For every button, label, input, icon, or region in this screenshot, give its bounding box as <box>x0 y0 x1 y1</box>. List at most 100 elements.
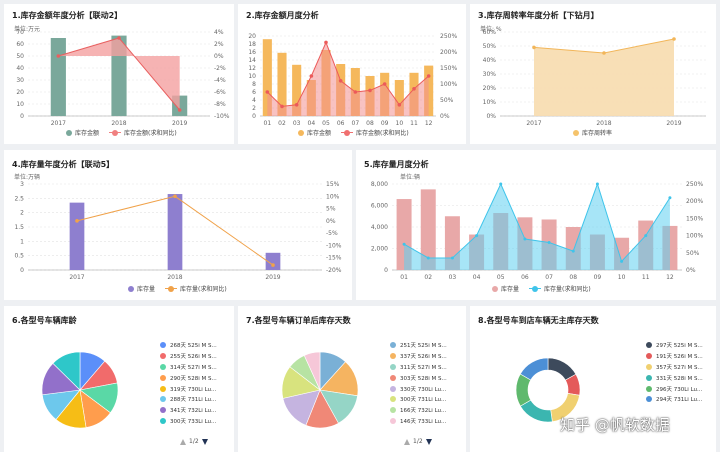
chart-title: 6.各型号车辆库龄 <box>12 316 77 325</box>
pie-legend-item[interactable]: 330天 730Li Lu... <box>390 383 447 394</box>
pie-legend-item[interactable]: 191天 526i M S... <box>646 351 703 362</box>
pie-legend-item[interactable]: 303天 528i M S... <box>390 372 447 383</box>
pie-legend-item[interactable]: 311天 527i M S... <box>390 362 447 373</box>
pie-legend-item[interactable]: 251天 525i M S... <box>390 340 447 351</box>
y-tick-label: 20 <box>248 33 256 40</box>
page-down-icon[interactable] <box>201 438 208 445</box>
data-point <box>117 36 121 40</box>
chart-1[interactable]: 0 10 20 30 40 50 60 70 -10% -8% -6% -4% -2% 0% 2% 4% 201… <box>4 4 234 144</box>
y2-tick-label: 0% <box>326 218 336 225</box>
data-point <box>620 259 624 263</box>
legend-item-amount[interactable]: 库存金额 <box>66 128 99 137</box>
pie-legend-item[interactable]: 300天 731Li Lu... <box>390 394 447 405</box>
y-tick-label: 70 <box>16 29 24 36</box>
legend-dot-icon <box>390 353 396 360</box>
pie-legend-item[interactable]: 255天 526i M S... <box>160 351 217 362</box>
x-tick-label: 2019 <box>666 120 681 127</box>
y2-tick-label: 200% <box>440 49 457 56</box>
y2-tick-label: 150% <box>686 215 703 222</box>
pie-legend-label: 251天 525i M S... <box>400 343 447 350</box>
legend-dot-icon <box>160 374 166 381</box>
chart-5[interactable]: 0 2,000 4,000 6,000 8,000 0% 50% 100% 150% 200% 25… <box>356 150 716 300</box>
pie-legend-item[interactable]: 331天 528i M S... <box>646 372 703 383</box>
x-tick-label: 10 <box>618 274 626 281</box>
legend-dot-icon <box>646 353 652 360</box>
legend-item-yoy[interactable]: 库存量(求和同比) <box>529 284 591 293</box>
pie-legend-item[interactable]: 296天 730Li Lu... <box>646 383 703 394</box>
page-indicator: 1/2 <box>189 438 199 445</box>
y2-tick-label: -2% <box>214 65 226 72</box>
legend-dot-icon <box>390 417 396 424</box>
area-fill <box>534 39 674 116</box>
y2-tick-label: 50% <box>440 97 454 104</box>
legend-item-yoy[interactable]: 库存金额(求和同比) <box>341 128 409 137</box>
pie-legend-label: 290天 528i M S... <box>170 375 217 382</box>
legend-label: 库存量(求和同比) <box>544 286 591 293</box>
pie-legend-item[interactable]: 290天 528i M S... <box>160 372 217 383</box>
pie-legend-label: 297天 525i M S... <box>656 343 703 350</box>
pie-legend-item[interactable]: 166天 732Li Lu... <box>390 405 447 416</box>
y2-tick-label: -15% <box>326 255 342 262</box>
y-tick-label: 10 <box>16 101 24 108</box>
pie-legend-item[interactable]: 268天 525i M S... <box>160 340 217 351</box>
x-tick-label: 02 <box>278 120 286 127</box>
x-tick-label: 09 <box>381 120 389 127</box>
pie-legend-item[interactable]: 288天 731Li Lu... <box>160 394 217 405</box>
page-down-icon[interactable] <box>425 438 432 445</box>
panel-unowned-stock-days: 8.各型号车到店车辆无主库存天数 297天 525i M S... 191天 52… <box>470 306 716 452</box>
y2-tick-label: -8% <box>214 101 226 108</box>
pie-slice <box>52 351 81 391</box>
x-tick-label: 11 <box>410 120 418 127</box>
legend-label: 库存量(求和同比) <box>180 286 227 293</box>
pie-legend-item[interactable]: 314天 527i M S... <box>160 362 217 373</box>
pie-legend-label: 300天 731Li Lu... <box>400 397 447 404</box>
pie-legend-item[interactable]: 319天 730Li Lu... <box>160 383 217 394</box>
pie-legend-item[interactable]: 337天 526i M S... <box>390 351 447 362</box>
data-point <box>338 79 343 83</box>
y-tick-label: 12 <box>248 65 256 72</box>
legend-dot-icon <box>298 129 304 136</box>
pie-legend-label: 296天 730Li Lu... <box>656 386 703 393</box>
page-up-icon[interactable] <box>180 438 186 445</box>
x-tick-label: 2018 <box>111 120 126 127</box>
data-point <box>450 256 454 260</box>
pie-legend-item[interactable]: 300天 733Li Lu... <box>160 416 217 427</box>
legend-item-yoy[interactable]: 库存量(求和同比) <box>165 284 227 293</box>
pie-chart-6[interactable] <box>4 306 154 452</box>
y-tick-label: 60% <box>483 29 497 36</box>
legend-dot-icon <box>160 396 166 403</box>
data-point <box>426 256 430 260</box>
y2-tick-label: 0% <box>214 53 224 60</box>
area-fill <box>404 184 670 270</box>
legend-dot-icon <box>390 396 396 403</box>
chart-3[interactable]: 0% 10% 20% 30% 40% 50% 60% 2017 2018 2019 <box>470 4 716 144</box>
x-tick-label: 05 <box>497 274 505 281</box>
legend-item-qty[interactable]: 库存量 <box>492 284 519 293</box>
legend-line-icon <box>529 285 542 292</box>
chart-title: 2.库存金额月度分析 <box>246 11 319 20</box>
pie-legend-item[interactable]: 341天 732Li Lu... <box>160 405 217 416</box>
chart-4[interactable]: 0 0.5 1 1.5 2 2.5 3 -20% -15% -10% -5% 0% 5% 10% 15% 20… <box>4 150 352 300</box>
y-tick-label: 8 <box>252 81 256 88</box>
legend-item-qty[interactable]: 库存量 <box>128 284 155 293</box>
legend-item-amount[interactable]: 库存金额 <box>298 128 331 137</box>
pie-legend-item[interactable]: 294天 731Li Lu... <box>646 394 703 405</box>
legend-item-turnover[interactable]: 库存周转率 <box>573 128 612 137</box>
pie-legend-item[interactable]: 146天 733Li Lu... <box>390 416 447 427</box>
y-tick-label: 6,000 <box>371 203 388 210</box>
page-up-icon[interactable] <box>404 438 410 445</box>
pie-legend-item[interactable]: 357天 527i M S... <box>646 362 703 373</box>
chart-2[interactable]: 024681012141618200%50%100%150%200%250%01… <box>238 4 466 144</box>
legend-label: 库存量 <box>501 286 520 293</box>
chart-title: 5.库存量月度分析 <box>364 160 429 169</box>
legend-line-icon <box>165 285 178 292</box>
data-point <box>532 45 536 50</box>
pie-legend-item[interactable]: 297天 525i M S... <box>646 340 703 351</box>
legend: 库存量 库存量(求和同比) <box>128 284 227 293</box>
pie-chart-7[interactable] <box>238 306 388 452</box>
legend-item-yoy[interactable]: 库存金额(求和同比) <box>109 128 177 137</box>
legend-dot-icon <box>573 129 579 136</box>
legend-label: 库存金额 <box>75 130 100 137</box>
pie-legend-label: 166天 732Li Lu... <box>400 408 447 415</box>
donut-chart-8[interactable] <box>470 306 630 452</box>
